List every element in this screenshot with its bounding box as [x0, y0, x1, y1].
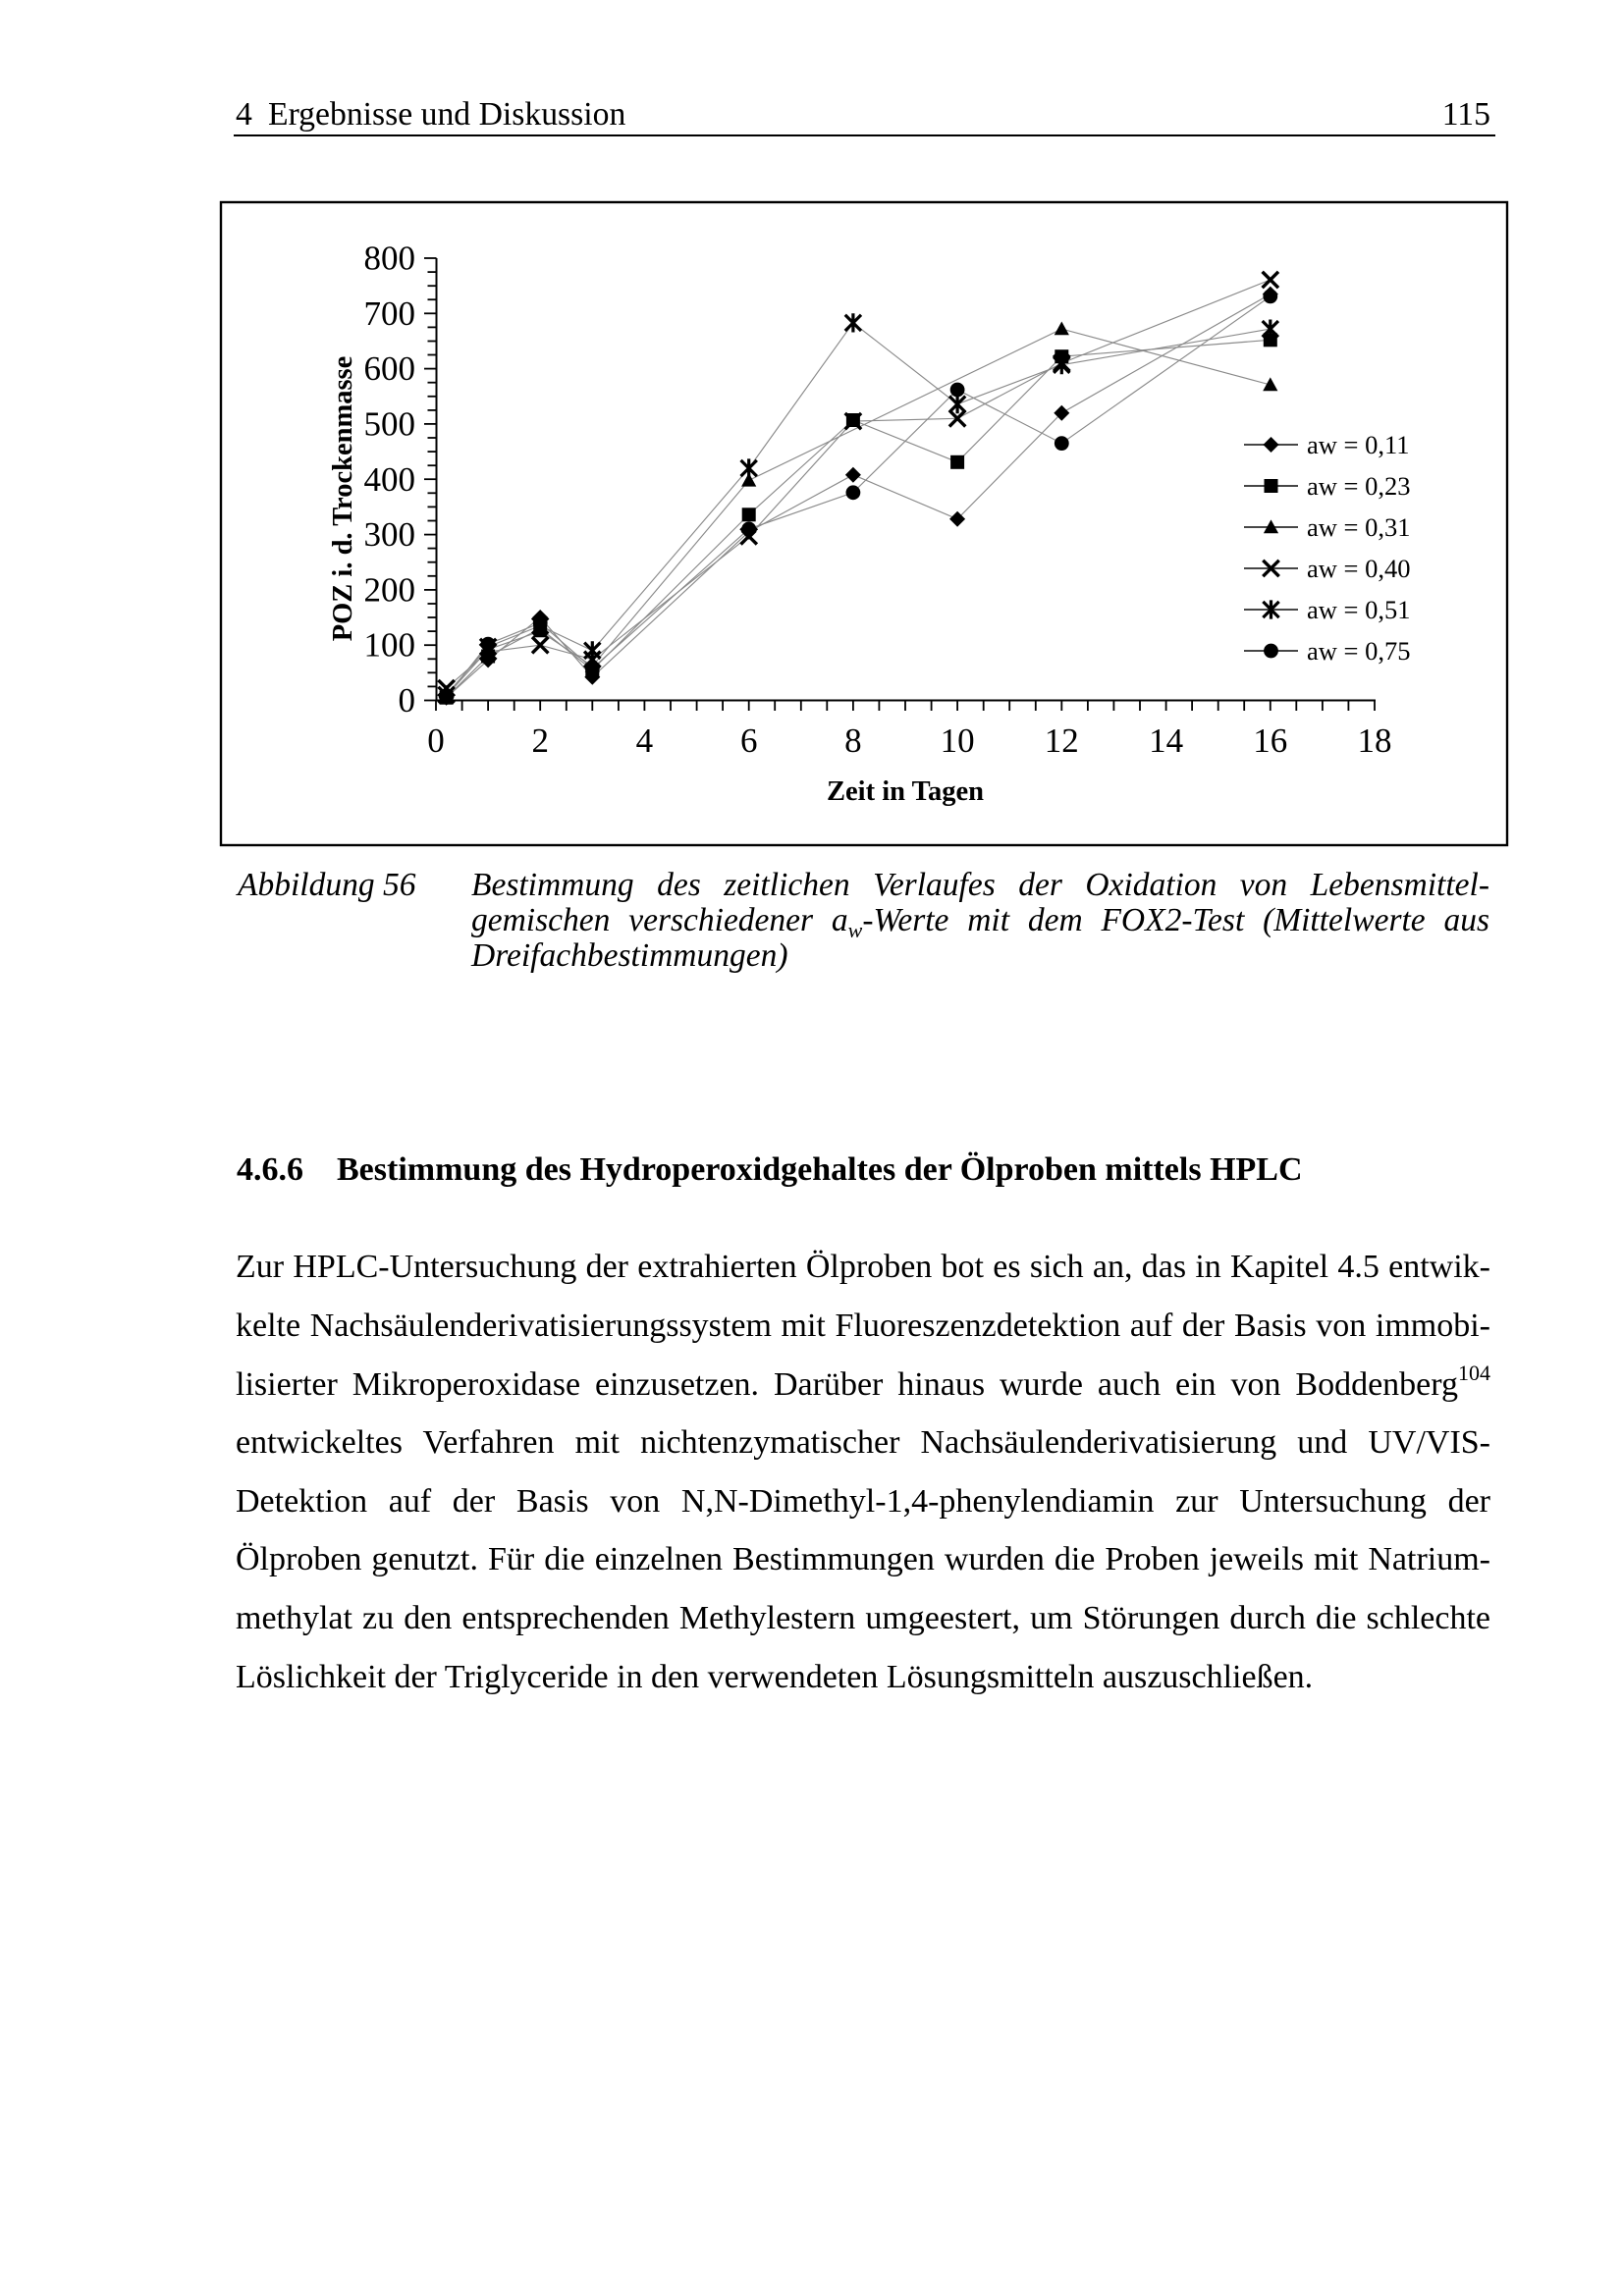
- svg-text:POZ i. d. Trockenmasse: POZ i. d. Trockenmasse: [328, 356, 358, 642]
- svg-text:100: 100: [364, 626, 416, 665]
- svg-text:400: 400: [364, 460, 416, 499]
- svg-text:700: 700: [364, 294, 416, 333]
- svg-text:500: 500: [364, 404, 416, 443]
- svg-text:aw = 0,23: aw = 0,23: [1307, 471, 1410, 501]
- svg-text:aw = 0,31: aw = 0,31: [1307, 512, 1410, 542]
- svg-text:200: 200: [364, 570, 416, 609]
- svg-text:10: 10: [941, 721, 975, 760]
- svg-text:4: 4: [636, 721, 654, 760]
- svg-text:Zeit in Tagen: Zeit in Tagen: [827, 776, 984, 807]
- svg-text:aw = 0,40: aw = 0,40: [1307, 554, 1410, 583]
- svg-text:6: 6: [740, 721, 758, 760]
- svg-text:14: 14: [1149, 721, 1183, 760]
- svg-text:300: 300: [364, 515, 416, 554]
- svg-text:18: 18: [1358, 721, 1392, 760]
- svg-text:2: 2: [531, 721, 549, 760]
- svg-text:800: 800: [364, 240, 416, 278]
- svg-text:16: 16: [1253, 721, 1287, 760]
- svg-text:600: 600: [364, 349, 416, 388]
- svg-text:aw = 0,11: aw = 0,11: [1307, 430, 1410, 459]
- svg-text:8: 8: [844, 721, 862, 760]
- svg-text:12: 12: [1045, 721, 1079, 760]
- svg-text:0: 0: [399, 681, 416, 720]
- svg-text:0: 0: [427, 721, 445, 760]
- svg-text:aw = 0,51: aw = 0,51: [1307, 595, 1410, 624]
- svg-text:aw = 0,75: aw = 0,75: [1307, 636, 1410, 666]
